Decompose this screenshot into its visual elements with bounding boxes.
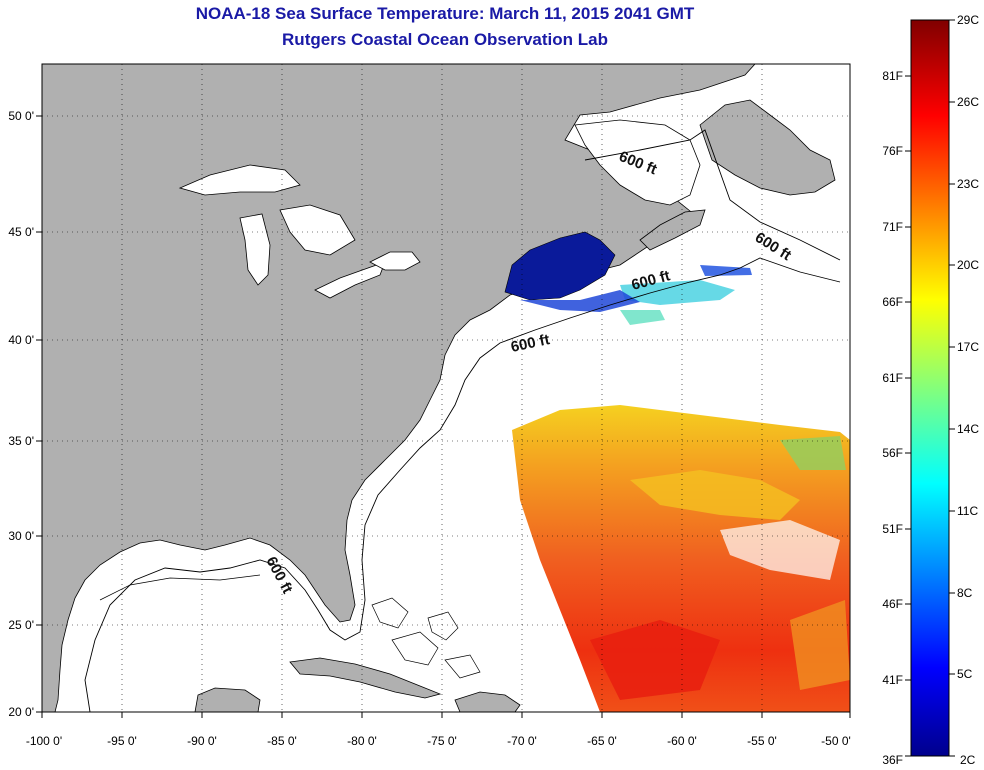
cold-water-streak	[700, 265, 752, 276]
colorbar-celsius-label: 23C	[957, 177, 979, 191]
lat-tick-label: 35 0'	[8, 434, 34, 448]
colorbar-celsius-label: 8C	[957, 586, 973, 600]
lon-tick-label: -85 0'	[267, 734, 297, 748]
gulf-of-st-lawrence	[574, 119, 701, 206]
temperature-colorbar: 29C 26C 23C 20C 17C 14C 11C 8C 5C 2C 81F…	[882, 13, 979, 767]
lat-tick-label: 50 0'	[8, 109, 34, 123]
colorbar-fahrenheit-label: 36F	[882, 753, 903, 767]
bathymetry-contour-600ft-north	[584, 129, 841, 261]
colorbar-celsius-label: 5C	[957, 667, 973, 681]
map-subtitle: Rutgers Coastal Ocean Observation Lab	[282, 30, 608, 49]
lon-tick-label: -55 0'	[747, 734, 777, 748]
lat-tick-label: 40 0'	[8, 333, 34, 347]
lat-tick-label: 25 0'	[8, 618, 34, 632]
cuba-landmass	[289, 657, 442, 699]
lon-tick-label: -65 0'	[587, 734, 617, 748]
nova-scotia-landmass	[639, 209, 706, 251]
great-lakes	[178, 164, 421, 299]
colorbar-celsius-label: 11C	[957, 504, 978, 518]
lon-tick-label: -75 0'	[427, 734, 457, 748]
lon-tick-label: -70 0'	[507, 734, 537, 748]
colorbar-fahrenheit-label: 51F	[882, 522, 903, 536]
bahamas-islands	[371, 597, 481, 679]
graticule	[42, 64, 850, 712]
colorbar-celsius-label: 26C	[957, 95, 979, 109]
colorbar-celsius-label: 14C	[957, 422, 979, 436]
colorbar-celsius-label: 17C	[957, 340, 979, 354]
sst-data-swath	[512, 280, 850, 712]
colorbar-fahrenheit-label: 56F	[882, 446, 903, 460]
lon-tick-label: -60 0'	[667, 734, 697, 748]
gulf-of-maine-cold-water	[504, 231, 616, 301]
hispaniola-landmass	[454, 691, 521, 712]
colorbar-fahrenheit-label: 76F	[882, 144, 903, 158]
lon-tick-label: -95 0'	[107, 734, 137, 748]
colorbar-fahrenheit-label: 71F	[882, 220, 903, 234]
yucatan-landmass	[194, 687, 261, 712]
longitude-axis: -100 0' -95 0' -90 0' -85 0' -80 0' -75 …	[26, 712, 851, 748]
bathymetry-contour-600ft	[84, 257, 841, 712]
colorbar-celsius-label: 29C	[957, 13, 979, 27]
lon-tick-label: -90 0'	[187, 734, 217, 748]
lat-tick-label: 45 0'	[8, 225, 34, 239]
colorbar-fahrenheit-label: 81F	[882, 69, 903, 83]
colorbar-fahrenheit-label: 41F	[882, 673, 903, 687]
newfoundland-landmass	[699, 99, 836, 196]
florida-shelf-contour	[99, 574, 261, 601]
lat-tick-label: 20 0'	[8, 705, 34, 719]
colorbar-fahrenheit-label: 61F	[882, 371, 903, 385]
latitude-axis: 20 0' 25 0' 30 0' 35 0' 40 0' 45 0' 50 0…	[8, 109, 42, 719]
colorbar-gradient	[910, 19, 950, 757]
cold-water-fringe	[520, 290, 640, 312]
lon-tick-label: -80 0'	[347, 734, 377, 748]
map-frame	[41, 63, 851, 713]
colorbar-fahrenheit-label: 66F	[882, 295, 903, 309]
lon-tick-label: -50 0'	[821, 734, 851, 748]
map-title: NOAA-18 Sea Surface Temperature: March 1…	[195, 4, 695, 23]
colorbar-celsius-label: 20C	[957, 258, 979, 272]
lat-tick-label: 30 0'	[8, 529, 34, 543]
colorbar-fahrenheit-label: 46F	[882, 597, 903, 611]
colorbar-celsius-label: 2C	[960, 753, 976, 767]
lon-tick-label: -100 0'	[26, 734, 62, 748]
